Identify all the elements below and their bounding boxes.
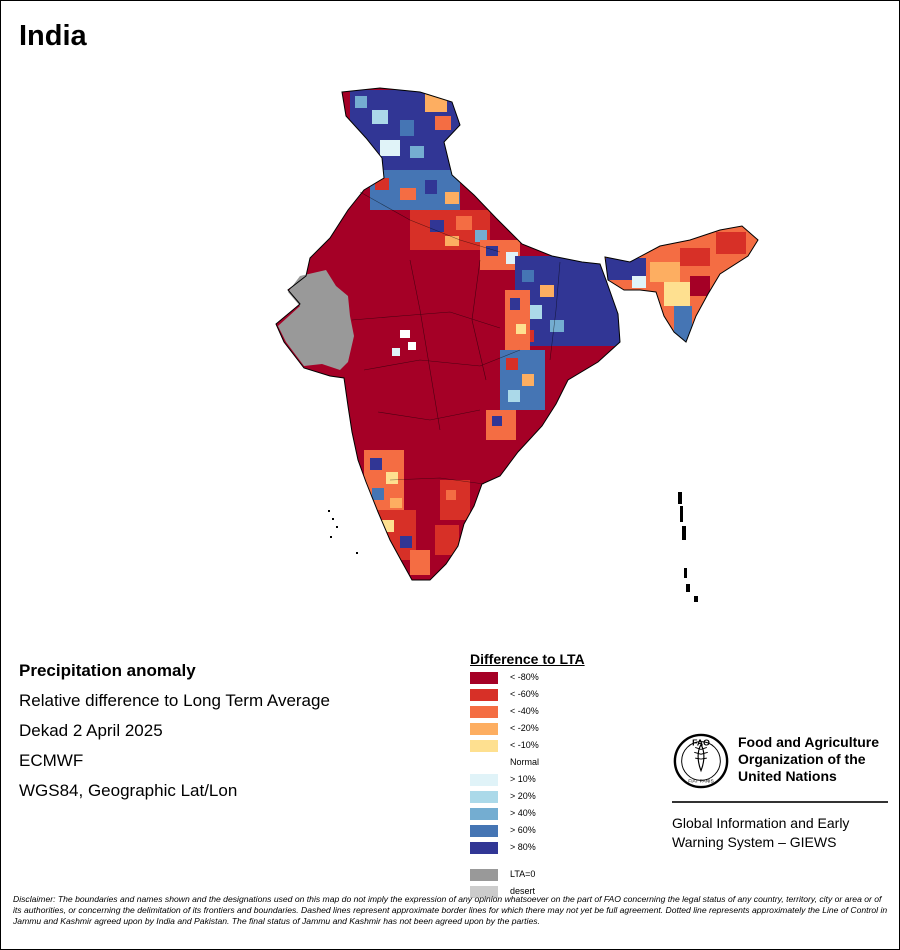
map-information: Precipitation anomaly Relative differenc… xyxy=(19,656,330,806)
legend-swatch xyxy=(470,869,498,881)
map-subtitle: Relative difference to Long Term Average xyxy=(19,691,330,710)
giews-name-line: Warning System – GIEWS xyxy=(672,834,837,850)
svg-text:FIAT PANIS: FIAT PANIS xyxy=(688,778,714,784)
organization-name: Food and Agriculture Organization of the… xyxy=(738,734,890,785)
legend-item: > 10% xyxy=(470,772,650,789)
fao-logo-icon: FAO FIAT PANIS xyxy=(673,733,729,789)
legend-item: Normal xyxy=(470,755,650,772)
legend-swatch xyxy=(470,706,498,718)
giews-name: Global Information and Early Warning Sys… xyxy=(672,814,888,852)
disclaimer: Disclaimer: The boundaries and names sho… xyxy=(13,894,888,926)
legend-swatch xyxy=(470,689,498,701)
map-projection: WGS84, Geographic Lat/Lon xyxy=(19,781,238,800)
legend-swatch xyxy=(470,723,498,735)
legend-item: < -40% xyxy=(470,704,650,721)
legend-title: Difference to LTA xyxy=(470,651,585,667)
legend: Difference to LTA < -80% < -60% < -40% <… xyxy=(470,651,650,901)
giews-name-line: Global Information and Early xyxy=(672,815,850,831)
legend-item: > 20% xyxy=(470,789,650,806)
legend-label: desert xyxy=(510,886,536,896)
legend-swatch xyxy=(470,791,498,803)
island-territories xyxy=(328,492,698,602)
legend-label: Normal xyxy=(510,757,540,767)
lta-zero-region xyxy=(278,270,354,370)
state-boundaries xyxy=(351,191,561,485)
divider xyxy=(672,801,888,803)
map-heading: Precipitation anomaly xyxy=(19,661,196,680)
legend-item-desert: desert xyxy=(470,884,650,901)
legend-label: > 10% xyxy=(510,774,536,784)
northeast-outline xyxy=(604,225,759,343)
legend-swatch xyxy=(470,757,498,769)
legend-swatch xyxy=(470,808,498,820)
legend-item: > 60% xyxy=(470,823,650,840)
legend-item: < -60% xyxy=(470,687,650,704)
legend-swatch xyxy=(470,740,498,752)
organization-name-line: Food and Agriculture xyxy=(738,734,880,750)
legend-label: < -80% xyxy=(510,672,539,682)
legend-swatch xyxy=(470,842,498,854)
precipitation-anomaly-map xyxy=(275,87,759,602)
organization-name-line: Organization of the xyxy=(738,751,866,767)
map-data-source: ECMWF xyxy=(19,751,84,770)
legend-label: < -60% xyxy=(510,689,539,699)
mainland-outline xyxy=(275,87,621,581)
legend-label: > 20% xyxy=(510,791,536,801)
legend-label: > 60% xyxy=(510,825,536,835)
legend-item: < -10% xyxy=(470,738,650,755)
svg-text:FAO: FAO xyxy=(692,738,710,748)
legend-item: > 80% xyxy=(470,840,650,857)
legend-item-lta-zero: LTA=0 xyxy=(470,867,650,884)
map-period: Dekad 2 April 2025 xyxy=(19,721,163,740)
legend-item: < -20% xyxy=(470,721,650,738)
organization-name-line: United Nations xyxy=(738,768,837,784)
legend-swatch xyxy=(470,886,498,898)
legend-label: > 40% xyxy=(510,808,536,818)
legend-label: < -20% xyxy=(510,723,539,733)
legend-label: LTA=0 xyxy=(510,869,536,879)
legend-swatch xyxy=(470,672,498,684)
legend-swatch xyxy=(470,774,498,786)
northeast-anomaly-layer xyxy=(605,226,758,342)
legend-swatch xyxy=(470,825,498,837)
legend-label: < -10% xyxy=(510,740,539,750)
legend-item: > 40% xyxy=(470,806,650,823)
legend-label: < -40% xyxy=(510,706,539,716)
map-title: India xyxy=(19,20,87,52)
legend-label: > 80% xyxy=(510,842,536,852)
legend-item: < -80% xyxy=(470,670,650,687)
